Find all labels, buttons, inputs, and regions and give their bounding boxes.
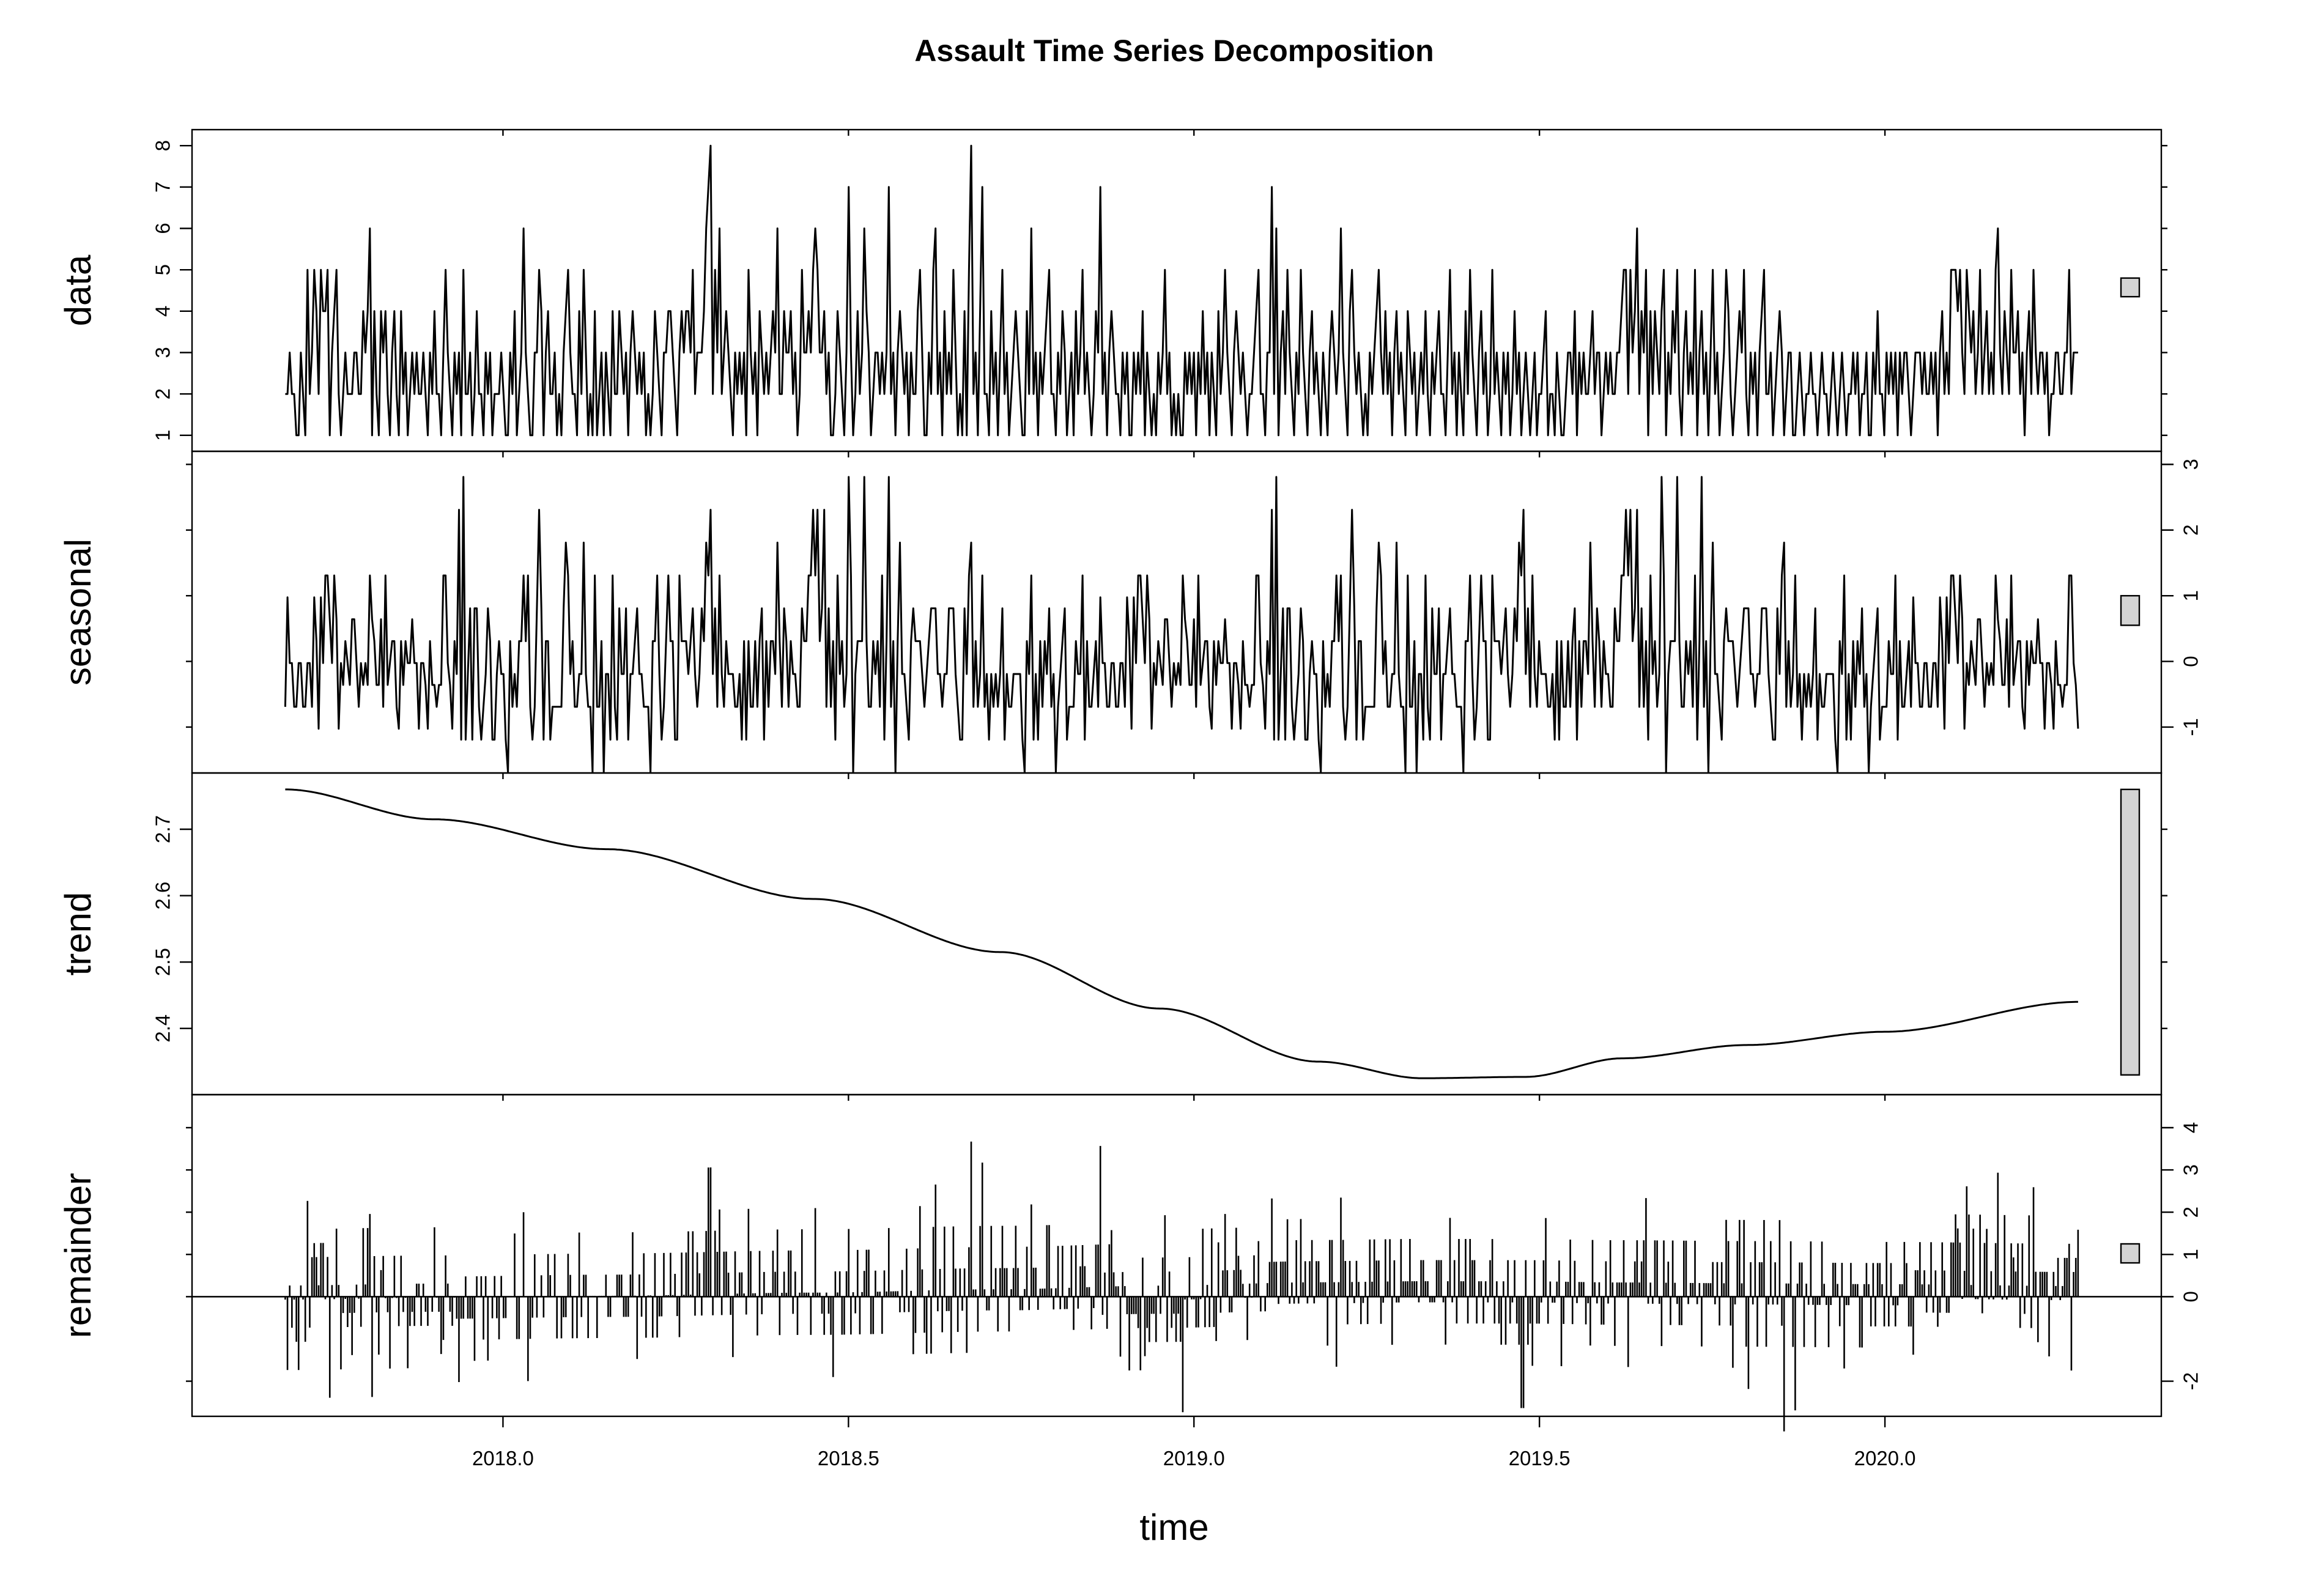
panel-data: data 1 2 3 4 5 6 7 8 bbox=[57, 128, 2167, 453]
x-tick-label: 2019.5 bbox=[1509, 1447, 1571, 1470]
y-tick-label-seasonal: 1 bbox=[2180, 590, 2202, 601]
panel-label-trend: trend bbox=[57, 892, 98, 976]
panel-seasonal: seasonal -1 0 1 2 3 bbox=[57, 450, 2202, 774]
panel-label-seasonal: seasonal bbox=[57, 539, 98, 686]
y-tick-label-trend: 2.5 bbox=[152, 948, 174, 976]
y-tick-label-remainder: 1 bbox=[2180, 1249, 2202, 1260]
x-axis-title: time bbox=[1139, 1507, 1208, 1548]
panel-frame-remainder bbox=[191, 1093, 2163, 1418]
range-bar-trend bbox=[2120, 788, 2141, 1076]
panel-frame-trend bbox=[191, 772, 2163, 1096]
y-tick-label-data: 1 bbox=[152, 430, 174, 441]
y-tick-label-seasonal: 0 bbox=[2180, 656, 2202, 667]
y-tick-label-seasonal: 2 bbox=[2180, 525, 2202, 536]
range-bar-seasonal bbox=[2120, 594, 2141, 626]
y-tick-label-data: 7 bbox=[152, 182, 174, 193]
panel-label-data: data bbox=[57, 254, 98, 326]
x-axis: 2018.0 2018.5 2019.0 2019.5 2020.0 bbox=[472, 1416, 1916, 1470]
panel-label-remainder: remainder bbox=[57, 1173, 98, 1338]
y-tick-label-trend: 2.4 bbox=[152, 1015, 174, 1043]
x-tick-label: 2018.5 bbox=[818, 1447, 879, 1470]
series-line-trend bbox=[285, 788, 2078, 1079]
y-tick-label-trend: 2.6 bbox=[152, 882, 174, 910]
x-tick-label: 2018.0 bbox=[472, 1447, 534, 1470]
series-line-data bbox=[285, 144, 2078, 437]
y-tick-label-remainder: 4 bbox=[2180, 1122, 2202, 1133]
y-tick-label-remainder: 3 bbox=[2180, 1164, 2202, 1175]
x-tick-label: 2019.0 bbox=[1163, 1447, 1225, 1470]
y-tick-label-data: 3 bbox=[152, 347, 174, 358]
y-tick-label-trend: 2.7 bbox=[152, 815, 174, 843]
y-tick-label-remainder: 2 bbox=[2180, 1207, 2202, 1218]
y-tick-label-seasonal: 3 bbox=[2180, 459, 2202, 470]
y-tick-label-remainder: -2 bbox=[2180, 1372, 2202, 1390]
series-line-seasonal bbox=[284, 476, 2079, 774]
y-tick-label-seasonal: -1 bbox=[2180, 718, 2202, 736]
panel-remainder: remainder -2 0 1 2 3 4 bbox=[57, 1093, 2202, 1432]
y-tick-label-data: 4 bbox=[152, 306, 174, 317]
y-tick-label-data: 5 bbox=[152, 264, 174, 275]
panels-group: data 1 2 3 4 5 6 7 8 seasonal -1 0 1 2 3 trend 2.4 2.5 2.6… bbox=[57, 128, 2202, 1432]
range-bar-data bbox=[2120, 277, 2141, 298]
y-tick-label-data: 8 bbox=[152, 140, 174, 151]
panel-trend: trend 2.4 2.5 2.6 2.7 bbox=[57, 772, 2167, 1096]
x-tick-label: 2020.0 bbox=[1854, 1447, 1916, 1470]
range-bar-remainder bbox=[2120, 1243, 2141, 1264]
panel-frame-data bbox=[191, 128, 2163, 453]
y-tick-label-remainder: 0 bbox=[2180, 1291, 2202, 1302]
chart-title: Assault Time Series Decomposition bbox=[914, 34, 1434, 68]
y-tick-label-data: 2 bbox=[152, 388, 174, 399]
y-tick-label-data: 6 bbox=[152, 223, 174, 234]
